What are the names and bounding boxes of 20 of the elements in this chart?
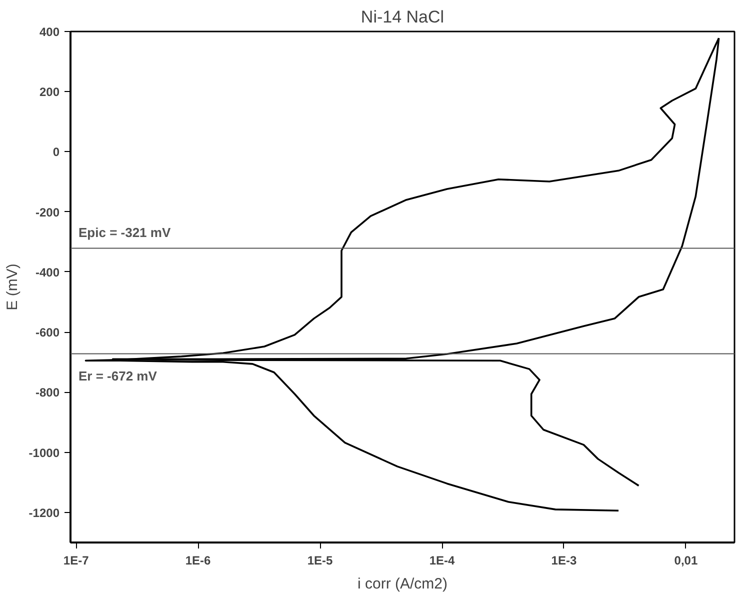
chart-title: Ni-14 NaCl (360, 8, 444, 26)
y-tick-label: 200 (39, 85, 60, 100)
x-tick-label: 1E-6 (185, 554, 212, 568)
y-tick-label: -400 (35, 265, 60, 280)
y-tick-label: -600 (35, 326, 60, 340)
x-tick-label: 1E-5 (307, 554, 334, 568)
ref-line-label: Er = -672 mV (78, 368, 158, 384)
x-tick-label: 1E-4 (429, 554, 456, 568)
x-tick-label: 0,01 (674, 554, 698, 568)
ref-line-label: Epic = -321 mV (78, 225, 171, 240)
x-tick-label: 1E-7 (63, 554, 90, 568)
y-axis-title: E (mV) (4, 264, 21, 310)
y-tick-label: 0 (52, 145, 60, 160)
y-tick-label: -800 (35, 386, 60, 400)
y-tick-label: -1000 (28, 446, 60, 460)
x-axis-title: i corr (A/cm2) (358, 576, 448, 592)
y-tick-label: -200 (35, 205, 60, 220)
x-tick-label: 1E-3 (551, 554, 577, 568)
y-tick-label: -1200 (28, 506, 60, 520)
y-tick-label: 400 (39, 25, 60, 39)
